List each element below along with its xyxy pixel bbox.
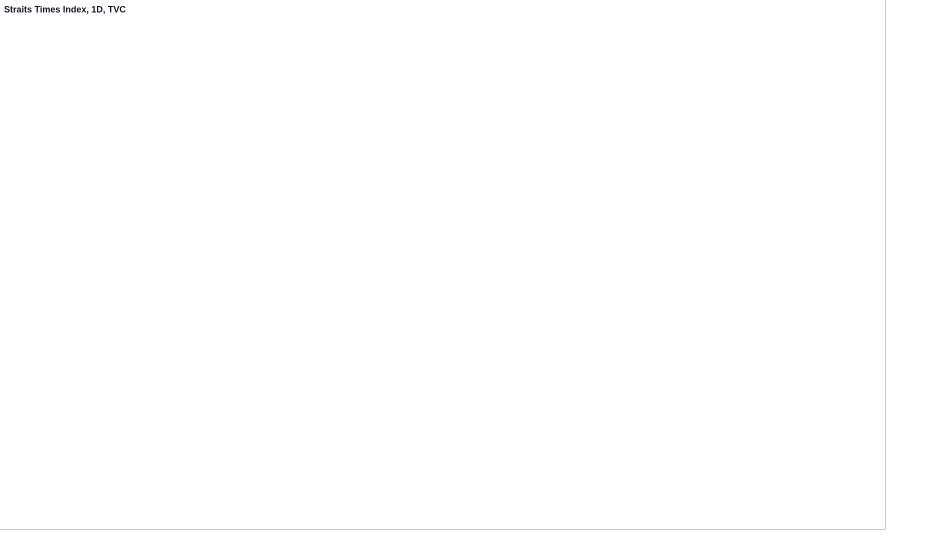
chart-title: Straits Times Index, 1D, TVC [4, 4, 126, 14]
